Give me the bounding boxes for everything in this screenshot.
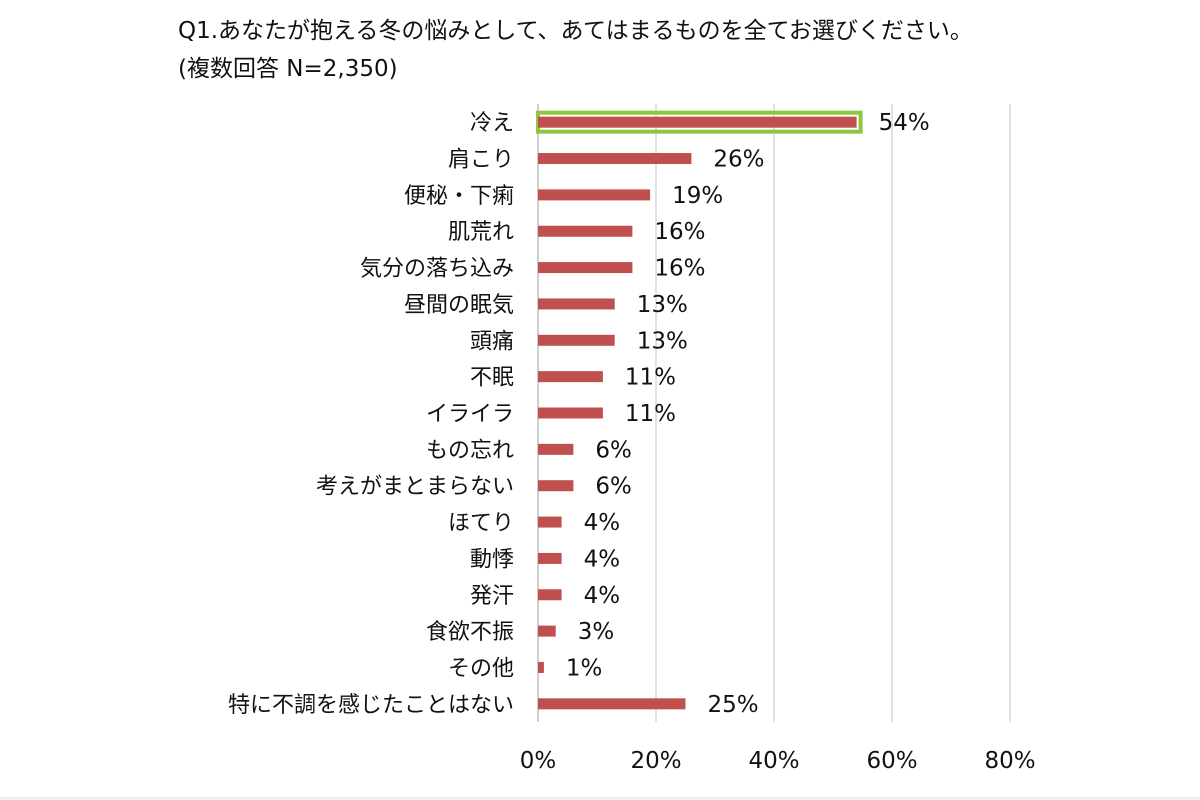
category-label: イライラ <box>426 402 514 427</box>
value-label: 26% <box>713 147 764 173</box>
x-tick-label: 0% <box>520 748 557 774</box>
bar <box>538 298 615 310</box>
x-tick-label: 40% <box>748 748 799 774</box>
value-label: 4% <box>584 546 621 572</box>
value-label: 11% <box>625 365 676 391</box>
bar <box>538 189 651 201</box>
value-label: 19% <box>672 183 723 209</box>
value-label: 4% <box>584 510 621 536</box>
value-labels: 54% 26% 19% 16% 16% 13% 13% 11% 11% 6% 6% 4% 4% 4% 3% 1… <box>566 110 930 718</box>
category-label: 特に不調を感じたことはない <box>228 693 514 718</box>
category-label: 便秘・下痢 <box>404 184 514 209</box>
bar <box>538 661 544 673</box>
chart-subtitle: (複数回答 N=2,350) <box>178 56 398 82</box>
bar <box>538 589 562 601</box>
bar <box>538 371 603 383</box>
value-label: 11% <box>625 401 676 427</box>
x-tick-label: 80% <box>984 748 1035 774</box>
bar <box>538 516 562 528</box>
value-label: 25% <box>708 692 759 718</box>
category-label: 肌荒れ <box>448 220 514 245</box>
bar <box>538 443 574 455</box>
chart-title: Q1.あなたが抱える冬の悩みとして、あてはまるものを全てお選びください。 <box>178 18 973 44</box>
bar <box>538 552 562 564</box>
category-label: 考えがまとまらない <box>316 475 514 500</box>
category-label: 気分の落ち込み <box>360 257 514 282</box>
category-label: 不眠 <box>470 366 514 391</box>
category-label: 冷え <box>470 111 514 136</box>
value-label: 6% <box>595 437 632 463</box>
value-label: 3% <box>578 619 615 645</box>
value-label: 13% <box>637 292 688 318</box>
bar <box>538 625 556 637</box>
category-label: その他 <box>448 656 514 681</box>
value-label: 54% <box>879 110 930 136</box>
bar <box>538 407 603 419</box>
value-label: 1% <box>566 655 603 681</box>
value-label: 16% <box>654 256 705 282</box>
category-label: もの忘れ <box>426 438 514 463</box>
category-label: 肩こり <box>448 148 514 173</box>
category-label: ほてり <box>448 511 514 536</box>
value-label: 16% <box>654 219 705 245</box>
category-labels: 冷え肩こり便秘・下痢肌荒れ気分の落ち込み昼間の眠気頭痛不眠イライラもの忘れ考えが… <box>228 111 514 718</box>
category-label: 食欲不振 <box>426 620 514 645</box>
bar <box>538 262 633 274</box>
bar <box>538 153 692 165</box>
value-label: 4% <box>584 583 621 609</box>
bar <box>538 334 615 346</box>
bottom-divider <box>0 797 1200 800</box>
category-label: 頭痛 <box>470 329 514 354</box>
value-label: 6% <box>595 474 632 500</box>
bar <box>538 116 857 128</box>
category-label: 動悸 <box>470 547 514 572</box>
x-tick-label: 20% <box>630 748 681 774</box>
bar <box>538 225 633 237</box>
category-label: 昼間の眠気 <box>404 293 514 318</box>
value-label: 13% <box>637 328 688 354</box>
bar <box>538 698 686 710</box>
bar <box>538 480 574 492</box>
category-label: 発汗 <box>470 584 514 609</box>
x-tick-label: 60% <box>866 748 917 774</box>
bars <box>536 110 863 710</box>
x-tick-labels: 0% 20% 40% 60% 80% <box>520 748 1036 774</box>
